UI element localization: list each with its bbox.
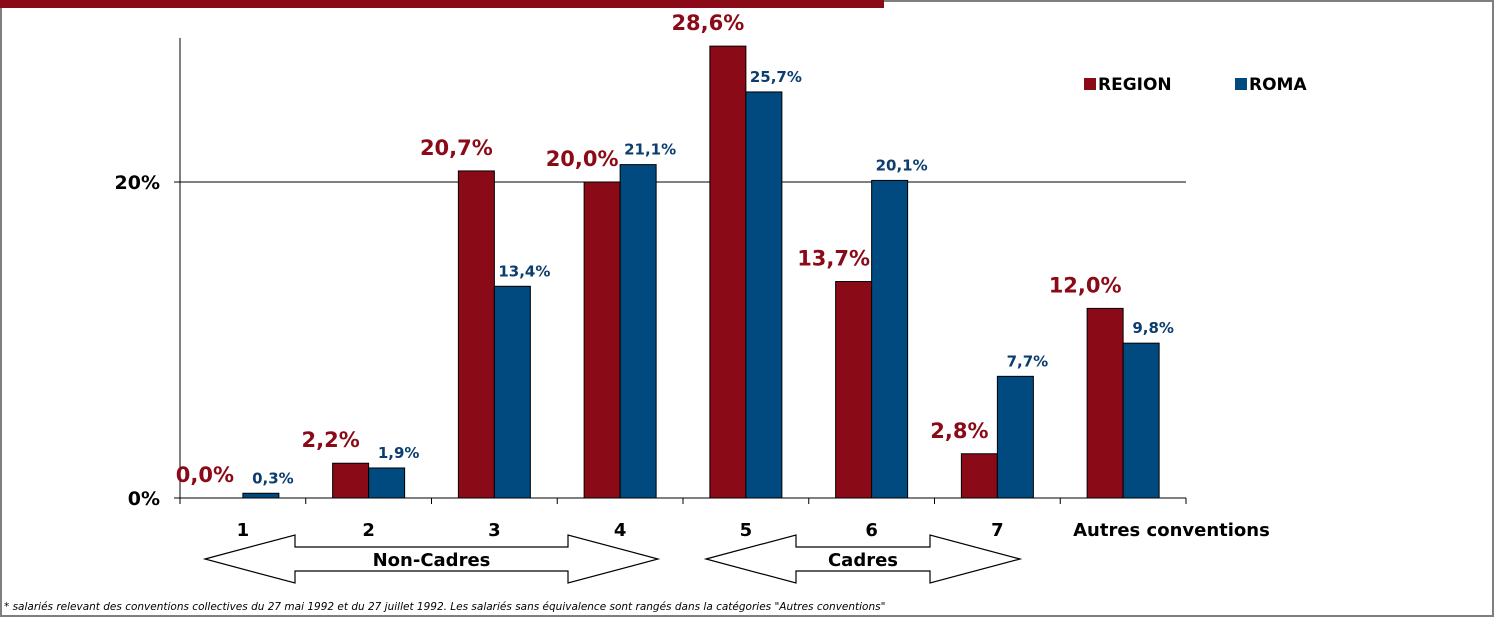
data-label-roma: 7,7% xyxy=(1007,352,1049,370)
x-tick-label: 1 xyxy=(237,520,250,541)
bar-roma xyxy=(493,285,531,499)
y-tick-label: 0% xyxy=(128,488,160,510)
data-label-region: 12,0% xyxy=(1049,273,1122,297)
x-tick-label: 7 xyxy=(991,520,1004,541)
data-label-region: 2,2% xyxy=(302,428,360,452)
data-label-region: 0,0% xyxy=(176,463,234,487)
data-label-roma: 9,8% xyxy=(1132,319,1174,337)
footnote: * salariés relevant des conventions coll… xyxy=(4,601,886,613)
bar-region xyxy=(835,281,873,499)
legend-label-roma: ROMA xyxy=(1249,75,1307,95)
data-label-roma: 20,1% xyxy=(876,156,928,174)
cadres-arrow xyxy=(703,534,1023,584)
data-label-region: 20,7% xyxy=(420,136,493,160)
header-accent-bar xyxy=(0,0,884,8)
x-tick-label: 3 xyxy=(488,520,501,541)
data-label-roma: 0,3% xyxy=(252,469,294,487)
bar-roma xyxy=(242,492,280,499)
x-tick-label: 5 xyxy=(740,520,753,541)
bar-roma xyxy=(745,91,783,499)
bar-region xyxy=(583,181,621,499)
data-label-region: 2,8% xyxy=(930,419,988,443)
x-tick-label: 4 xyxy=(614,520,627,541)
bar-region xyxy=(709,45,747,499)
bar-region xyxy=(960,453,998,499)
x-tick-label: 6 xyxy=(865,520,878,541)
bar-region xyxy=(457,170,495,499)
legend-swatch-region xyxy=(1084,78,1096,90)
data-label-region: 13,7% xyxy=(797,247,870,271)
bar-roma xyxy=(368,467,406,499)
x-tick-label: Autres conventions xyxy=(1073,520,1270,541)
data-label-region: 28,6% xyxy=(671,11,744,35)
data-label-region: 20,0% xyxy=(546,147,619,171)
bar-region xyxy=(332,462,370,499)
cadres-arrow-label: Cadres xyxy=(828,550,898,571)
bar-region xyxy=(1086,307,1124,499)
y-tick-label: 20% xyxy=(115,172,160,194)
bar-roma xyxy=(871,179,909,499)
non-cadres-arrow-label: Non-Cadres xyxy=(373,550,491,571)
non-cadres-arrow xyxy=(202,534,661,584)
x-tick-label: 2 xyxy=(362,520,375,541)
data-label-roma: 13,4% xyxy=(498,262,550,280)
legend-label-region: REGION xyxy=(1098,75,1172,95)
data-label-roma: 21,1% xyxy=(624,141,676,159)
data-label-roma: 1,9% xyxy=(378,444,420,462)
data-label-roma: 25,7% xyxy=(750,68,802,86)
bar-roma xyxy=(619,164,657,499)
legend-swatch-roma xyxy=(1235,78,1247,90)
bar-roma xyxy=(996,375,1034,499)
bar-roma xyxy=(1122,342,1160,499)
